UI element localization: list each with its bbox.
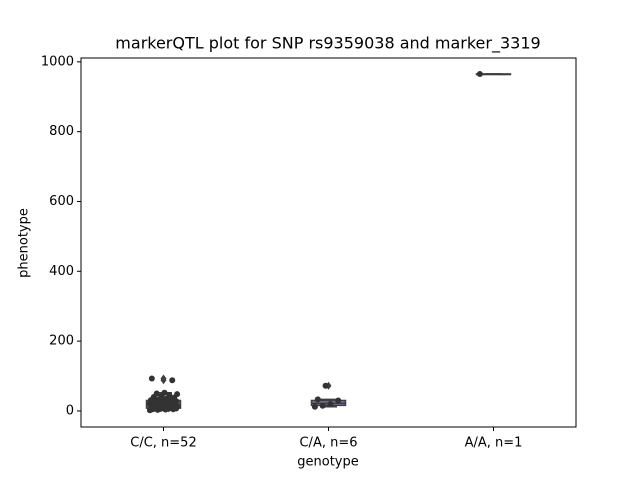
y-tick-label: 1000	[41, 54, 74, 69]
x-tick-label: C/A, n=6	[299, 436, 357, 451]
x-tick-label: A/A, n=1	[465, 436, 523, 451]
point	[476, 71, 483, 78]
point	[319, 402, 326, 409]
y-axis-label: phenotype	[17, 208, 32, 278]
point	[169, 377, 176, 384]
chart-title: markerQTL plot for SNP rs9359038 and mar…	[115, 34, 540, 54]
point	[311, 403, 318, 410]
point	[161, 389, 168, 396]
y-tick-label: 800	[49, 124, 74, 139]
x-tick-label: C/C, n=52	[130, 436, 196, 451]
y-tick-label: 600	[49, 194, 74, 209]
flier	[160, 374, 167, 383]
point	[153, 390, 160, 397]
y-tick-label: 0	[66, 403, 74, 418]
point	[148, 375, 155, 382]
x-axis-label: genotype	[297, 455, 358, 470]
point	[166, 392, 173, 399]
y-tick-label: 400	[49, 264, 74, 279]
y-tick-label: 200	[49, 334, 74, 349]
point	[322, 382, 329, 389]
plot-frame	[80, 57, 577, 428]
point	[314, 396, 321, 403]
point	[327, 400, 334, 407]
point	[174, 391, 181, 398]
point	[335, 397, 342, 404]
